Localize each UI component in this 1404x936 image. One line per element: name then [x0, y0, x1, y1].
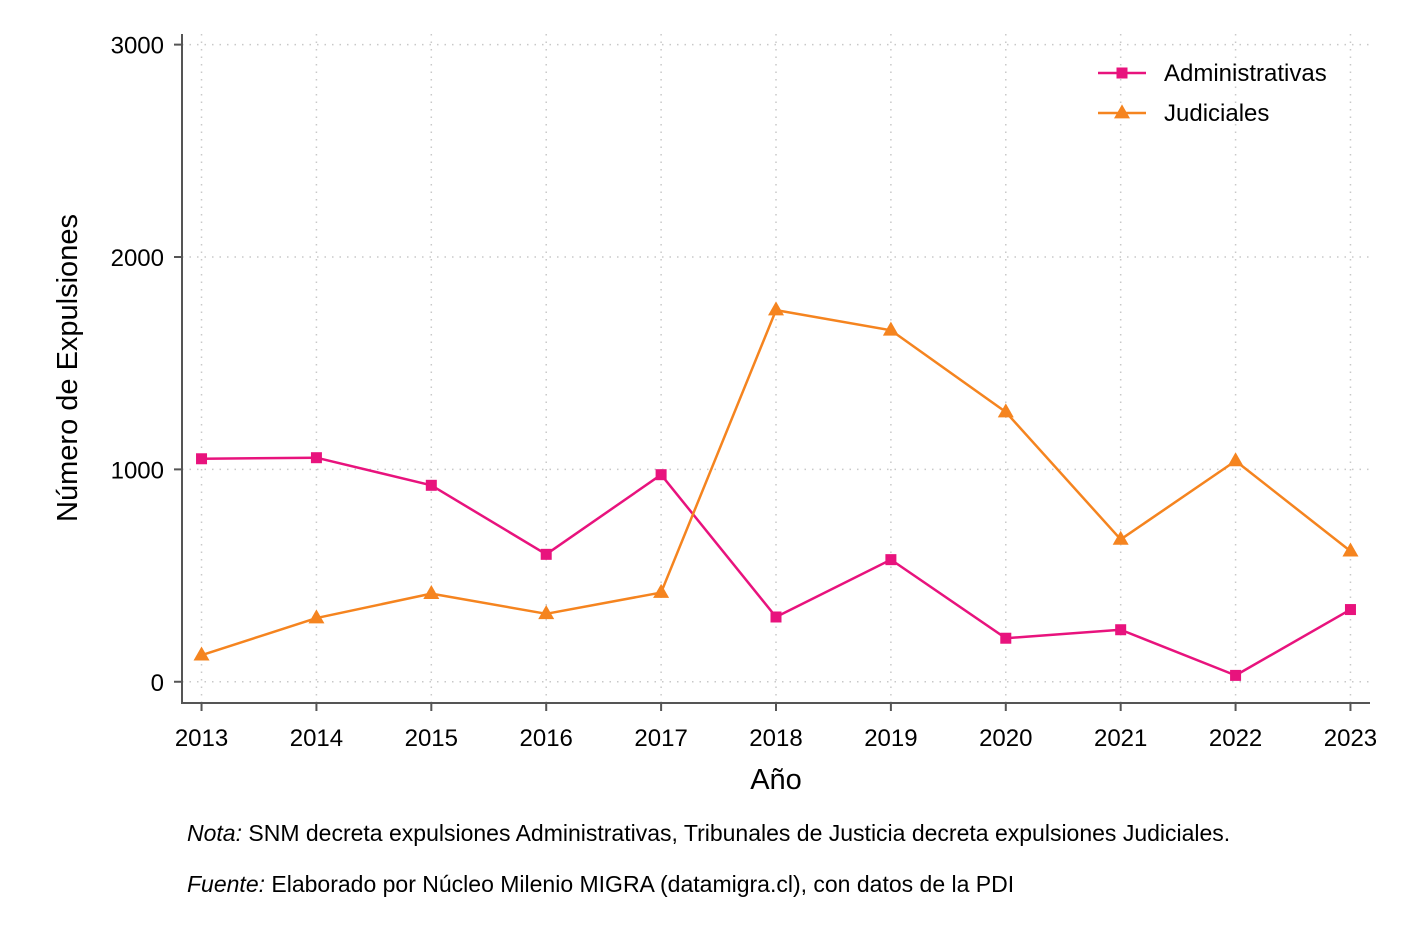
series-line-judiciales [201, 308, 1352, 657]
chart-source: Fuente: Elaborado por Núcleo Milenio MIG… [187, 871, 1014, 898]
y-tick-label: 3000 [111, 33, 164, 60]
x-tick-label: 2020 [979, 725, 1032, 752]
data-point-administrativas [1115, 624, 1127, 636]
note-text: SNM decreta expulsiones Administrativas,… [241, 820, 1231, 846]
source-label: Fuente: [187, 871, 265, 897]
x-axis-title: Año [750, 764, 802, 796]
x-tick-label: 2016 [520, 725, 573, 752]
x-tick-label: 2017 [634, 725, 687, 752]
data-point-administrativas [425, 479, 437, 491]
data-point-administrativas [655, 469, 667, 481]
legend-marker-judiciales [1114, 104, 1130, 119]
data-point-judiciales [997, 403, 1014, 418]
legend: Administrativas Judiciales [1098, 60, 1327, 127]
legend-label-judiciales: Judiciales [1164, 100, 1269, 127]
data-point-judiciales [538, 605, 555, 620]
grid-lines [182, 34, 1370, 703]
y-tick-label: 2000 [111, 245, 164, 272]
legend-marker-administrativas [1116, 67, 1128, 79]
data-point-administrativas [885, 554, 897, 566]
y-tick-label: 1000 [111, 457, 164, 484]
data-point-administrativas [1000, 632, 1012, 644]
x-tick-label: 2014 [290, 725, 343, 752]
data-point-administrativas [1344, 604, 1356, 616]
x-tick-label: 2018 [749, 725, 802, 752]
x-tick-label: 2015 [405, 725, 458, 752]
x-tick-label: 2013 [175, 725, 228, 752]
data-point-judiciales [1227, 452, 1244, 467]
data-point-administrativas [770, 611, 782, 623]
data-point-judiciales [653, 583, 670, 598]
data-point-judiciales [423, 584, 440, 599]
data-point-judiciales [768, 301, 784, 316]
x-tick-label: 2019 [864, 725, 917, 752]
chart-note: Nota: SNM decreta expulsiones Administra… [187, 820, 1230, 847]
data-point-judiciales [308, 609, 325, 624]
source-text: Elaborado por Núcleo Milenio MIGRA (data… [265, 871, 1015, 897]
legend-label-administrativas: Administrativas [1164, 60, 1327, 87]
x-tick-label: 2021 [1094, 725, 1147, 752]
y-axis-title: Número de Expulsiones [52, 214, 84, 522]
data-point-administrativas [1230, 669, 1242, 681]
line-chart: 0 1000 2000 3000 2013 2014 2015 2016 2017 2018 201… [52, 33, 1378, 796]
data-point-judiciales [193, 646, 210, 661]
series-markers [193, 301, 1359, 681]
x-tick-label: 2023 [1324, 725, 1377, 752]
data-point-administrativas [310, 452, 322, 464]
tick-labels: 0 1000 2000 3000 2013 2014 2015 2016 2017 2018 201… [111, 33, 1378, 752]
x-tick-label: 2022 [1209, 725, 1262, 752]
data-point-judiciales [1342, 542, 1359, 557]
data-point-administrativas [196, 453, 208, 465]
data-point-judiciales [882, 321, 899, 336]
data-point-judiciales [1112, 530, 1129, 545]
note-label: Nota: [187, 820, 242, 846]
axes [174, 34, 1370, 711]
y-tick-label: 0 [151, 670, 164, 697]
data-point-administrativas [540, 548, 552, 560]
